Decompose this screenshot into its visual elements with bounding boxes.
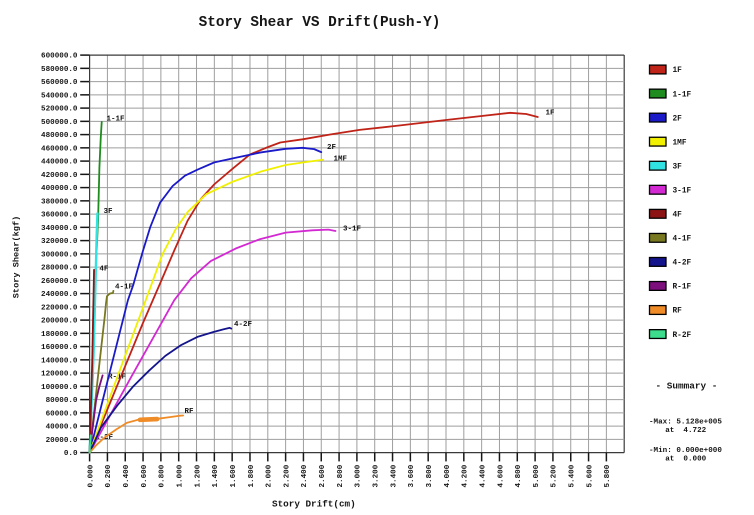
svg-text:440000.0: 440000.0 — [41, 159, 78, 167]
svg-text:320000.0: 320000.0 — [41, 238, 78, 246]
svg-text:180000.0: 180000.0 — [41, 331, 78, 339]
svg-text:0.0: 0.0 — [64, 450, 78, 458]
svg-text:RF: RF — [673, 308, 683, 316]
svg-text:60000.0: 60000.0 — [46, 410, 78, 418]
svg-text:1F: 1F — [546, 110, 556, 118]
svg-text:-Max: 5.128e+005: -Max: 5.128e+005 — [649, 419, 722, 427]
svg-text:0.600: 0.600 — [141, 464, 149, 487]
svg-text:560000.0: 560000.0 — [41, 79, 78, 87]
svg-text:580000.0: 580000.0 — [41, 66, 78, 74]
svg-text:520000.0: 520000.0 — [41, 106, 78, 114]
svg-text:3F: 3F — [104, 208, 114, 216]
svg-text:1F: 1F — [673, 67, 683, 75]
svg-text:5.400: 5.400 — [569, 464, 577, 487]
svg-text:2.600: 2.600 — [319, 464, 327, 487]
svg-text:280000.0: 280000.0 — [41, 265, 78, 273]
svg-text:300000.0: 300000.0 — [41, 251, 78, 259]
svg-text:0.800: 0.800 — [159, 464, 167, 487]
svg-text:at 0.000: at 0.000 — [665, 456, 706, 464]
svg-text:3-1F: 3-1F — [673, 187, 692, 195]
svg-text:4F: 4F — [99, 266, 109, 274]
svg-text:460000.0: 460000.0 — [41, 145, 78, 153]
svg-text:40000.0: 40000.0 — [46, 424, 78, 432]
svg-text:4F: 4F — [673, 212, 683, 220]
svg-text:260000.0: 260000.0 — [41, 278, 78, 286]
svg-text:2F: 2F — [327, 144, 337, 152]
svg-text:2F: 2F — [673, 115, 683, 123]
svg-text:540000.0: 540000.0 — [41, 92, 78, 100]
svg-text:140000.0: 140000.0 — [41, 357, 78, 365]
svg-text:RF: RF — [185, 408, 195, 416]
svg-text:2.000: 2.000 — [266, 464, 274, 487]
svg-text:Story Shear(kgf): Story Shear(kgf) — [12, 216, 22, 299]
svg-text:80000.0: 80000.0 — [46, 397, 78, 405]
svg-text:220000.0: 220000.0 — [41, 304, 78, 312]
svg-text:120000.0: 120000.0 — [41, 371, 78, 379]
svg-text:0.000: 0.000 — [87, 464, 95, 487]
svg-text:100000.0: 100000.0 — [41, 384, 78, 392]
svg-text:1MF: 1MF — [673, 139, 687, 147]
svg-text:4-2F: 4-2F — [673, 260, 692, 268]
svg-text:160000.0: 160000.0 — [41, 344, 78, 352]
svg-text:4-2F: 4-2F — [234, 321, 253, 329]
svg-text:380000.0: 380000.0 — [41, 198, 78, 206]
svg-text:R-1F: R-1F — [673, 284, 692, 292]
svg-text:4.600: 4.600 — [497, 464, 505, 487]
svg-text:1-1F: 1-1F — [107, 116, 126, 124]
svg-text:480000.0: 480000.0 — [41, 132, 78, 140]
svg-text:4.200: 4.200 — [462, 464, 470, 487]
svg-text:Story Shear VS Drift(Push-Y): Story Shear VS Drift(Push-Y) — [199, 15, 441, 31]
svg-text:420000.0: 420000.0 — [41, 172, 78, 180]
svg-text:4.000: 4.000 — [444, 464, 452, 487]
svg-text:340000.0: 340000.0 — [41, 225, 78, 233]
svg-text:20000.0: 20000.0 — [46, 437, 78, 445]
svg-text:3.000: 3.000 — [355, 464, 363, 487]
svg-text:0.400: 0.400 — [123, 464, 131, 487]
svg-text:5.200: 5.200 — [551, 464, 559, 487]
svg-text:200000.0: 200000.0 — [41, 318, 78, 326]
svg-text:R-2F: R-2F — [673, 332, 692, 340]
svg-text:0.200: 0.200 — [105, 464, 113, 487]
svg-text:5.600: 5.600 — [586, 464, 594, 487]
svg-text:400000.0: 400000.0 — [41, 185, 78, 193]
svg-text:Story Drift(cm): Story Drift(cm) — [272, 499, 356, 510]
svg-text:1.400: 1.400 — [212, 464, 220, 487]
svg-text:4.400: 4.400 — [479, 464, 487, 487]
svg-text:1.200: 1.200 — [194, 464, 202, 487]
svg-text:360000.0: 360000.0 — [41, 212, 78, 220]
svg-text:3.600: 3.600 — [408, 464, 416, 487]
svg-text:1.800: 1.800 — [248, 464, 256, 487]
svg-text:3.200: 3.200 — [373, 464, 381, 487]
svg-text:600000.0: 600000.0 — [41, 53, 78, 61]
svg-text:at 4.722: at 4.722 — [665, 427, 706, 435]
svg-text:2.800: 2.800 — [337, 464, 345, 487]
svg-text:1MF: 1MF — [334, 156, 348, 164]
svg-text:4-1F: 4-1F — [115, 284, 134, 292]
svg-text:2.200: 2.200 — [283, 464, 291, 487]
svg-text:1.000: 1.000 — [177, 464, 185, 487]
svg-text:500000.0: 500000.0 — [41, 119, 78, 127]
svg-text:3-1F: 3-1F — [343, 226, 362, 234]
svg-text:3.400: 3.400 — [390, 464, 398, 487]
svg-text:4-1F: 4-1F — [673, 236, 692, 244]
svg-text:1.600: 1.600 — [230, 464, 238, 487]
svg-text:3F: 3F — [673, 163, 683, 171]
svg-text:240000.0: 240000.0 — [41, 291, 78, 299]
svg-text:3.800: 3.800 — [426, 464, 434, 487]
svg-text:4.800: 4.800 — [515, 464, 523, 487]
svg-text:-Min: 0.000e+000: -Min: 0.000e+000 — [649, 447, 722, 455]
svg-text:- Summary -: - Summary - — [656, 381, 718, 392]
svg-text:5.000: 5.000 — [533, 464, 541, 487]
svg-text:1-1F: 1-1F — [673, 91, 692, 99]
svg-text:2.400: 2.400 — [301, 464, 309, 487]
svg-text:5.800: 5.800 — [604, 464, 612, 487]
